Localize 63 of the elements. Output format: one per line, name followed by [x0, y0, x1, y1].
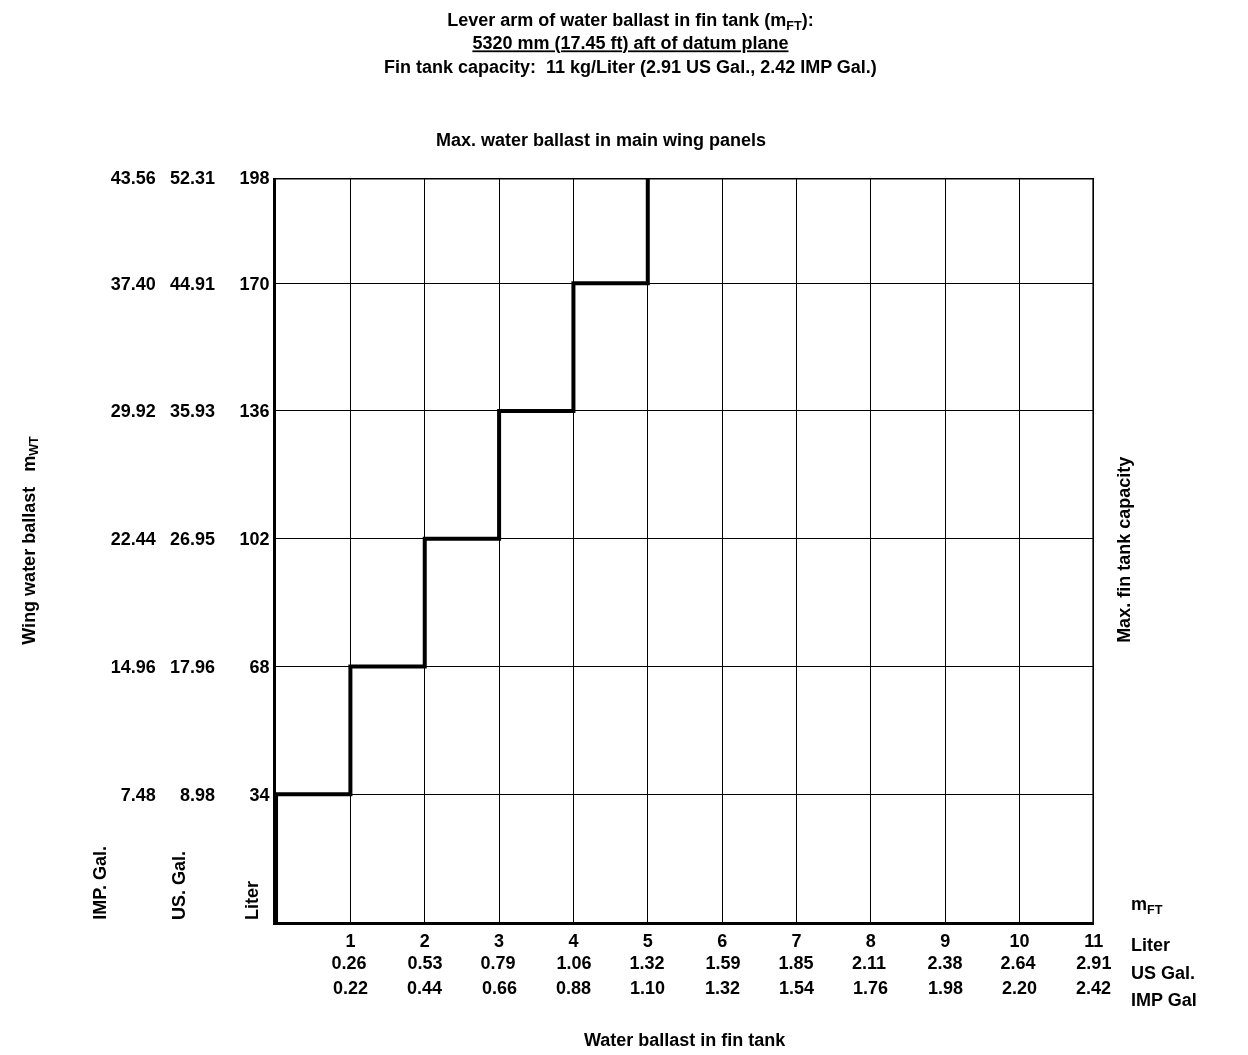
y3-tick-label: 29.92 [110, 401, 156, 422]
text: m$_{FT}$ [1131, 894, 1163, 917]
text: 0.22 [333, 978, 369, 998]
y2-tick-label: 8.98 [179, 784, 215, 805]
text: Liter [1131, 935, 1171, 955]
chart-title: Lever arm of water ballast in fin tank (m$_{FT}$): 5320 mm (17.45 ft) aft of datum plane [447, 10, 814, 54]
x2-tick-label: 0.26 [331, 953, 367, 973]
x2-tick-label: 0.53 [407, 953, 443, 973]
x2-tick-label: 0.79 [480, 953, 516, 973]
y3-tick-label: 14.96 [110, 656, 156, 677]
x-tick-label: 1 [345, 930, 356, 951]
y3-tick-label: 22.44 [110, 529, 156, 550]
y2-tick-label: 52.31 [169, 168, 215, 189]
y2-tick-label: 44.91 [169, 273, 215, 294]
x2-tick-label: 2.91 [1076, 953, 1112, 973]
y-tick-label: 68 [249, 656, 270, 677]
text: 1.54 [779, 978, 815, 998]
x-tick-label: 7 [791, 930, 802, 951]
ref-line-label: Max. water ballast in main wing panels [436, 130, 767, 150]
text: 1.10 [630, 978, 666, 998]
y2-tick-label: 17.96 [169, 656, 215, 677]
y-tick-label: 170 [239, 273, 270, 294]
x2-tick-label: 2.38 [927, 953, 963, 973]
text: 0.44 [407, 978, 443, 998]
text: 2.20 [1002, 978, 1038, 998]
y2-tick-label: 26.95 [169, 528, 215, 549]
x2-tick-label: 2.11 [852, 953, 887, 973]
x2-tick-label: 2.64 [1000, 953, 1036, 973]
x-tick-label: 5 [642, 930, 653, 951]
text: 0.66 [482, 978, 518, 998]
x-axis-title: Water ballast in fin tank [584, 1030, 787, 1050]
text: 1.76 [853, 978, 889, 998]
x2-tick-label: 1.59 [705, 953, 741, 973]
y-axis-title: Liter [241, 880, 262, 920]
y-tick-label: 34 [249, 784, 270, 805]
x-tick-label: 4 [568, 930, 579, 951]
x-tick-label: 6 [717, 930, 728, 951]
text: 0.88 [556, 978, 592, 998]
text: 2.42 [1076, 978, 1112, 998]
text: 1.98 [928, 978, 964, 998]
y3-tick-label: 37.40 [110, 273, 156, 294]
x-tick-label: 8 [865, 930, 876, 951]
text: US Gal. [1131, 963, 1196, 983]
chart-subtitle: Fin tank capacity: 11 kg/Liter (2.91 US Gal., 2.42 IMP Gal.) [384, 56, 877, 77]
y3-axis-title: IMP. Gal. [89, 845, 110, 920]
y-tick-label: 198 [239, 168, 270, 189]
y2-axis-title: US. Gal. [168, 850, 189, 920]
x-tick-label: 9 [940, 930, 951, 951]
y2-tick-label: 35.93 [169, 401, 215, 422]
x-tick-label: 10 [1009, 930, 1030, 951]
ref-line-label: Max. fin tank capacity [1113, 456, 1134, 643]
x2-tick-label: 1.85 [778, 953, 814, 973]
x2-tick-label: 1.06 [556, 953, 592, 973]
x-tick-label: 11 [1084, 930, 1104, 951]
x-tick-label: 3 [494, 930, 505, 951]
x-tick-label: 2 [419, 930, 430, 951]
y3-tick-label: 7.48 [120, 784, 156, 805]
text: IMP Gal [1131, 990, 1197, 1010]
y3-tick-label: 43.56 [110, 168, 156, 189]
y-tick-label: 136 [239, 401, 270, 422]
y-tick-label: 102 [239, 529, 270, 550]
x2-tick-label: 1.32 [629, 953, 665, 973]
text: 1.32 [705, 978, 741, 998]
